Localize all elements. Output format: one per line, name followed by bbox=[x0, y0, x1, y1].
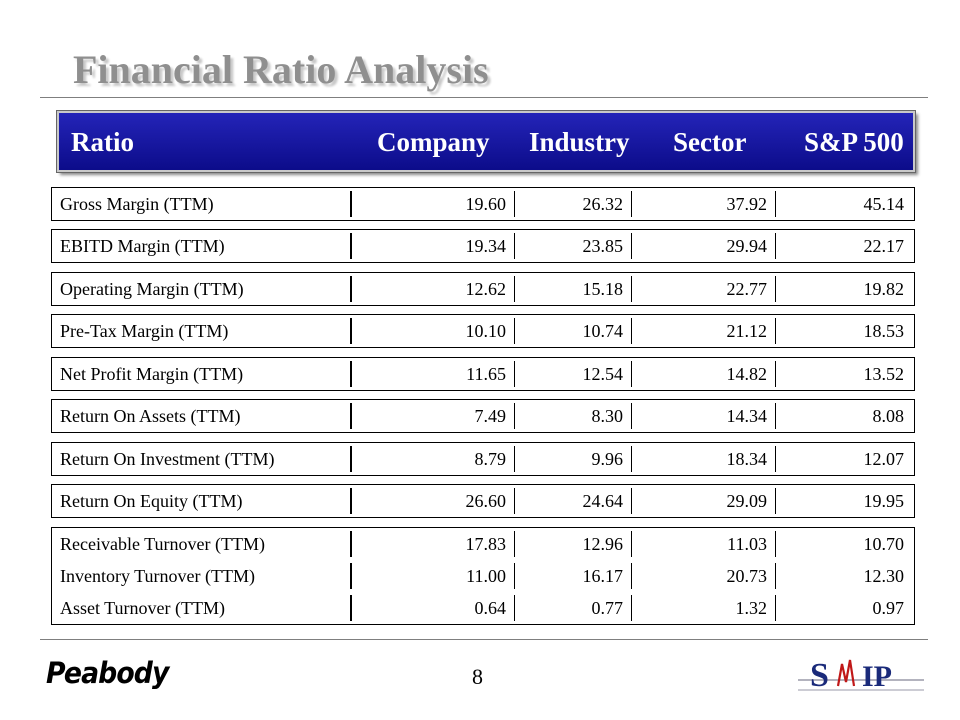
industry-value: 0.77 bbox=[515, 595, 632, 621]
ratio-label: Asset Turnover (TTM) bbox=[56, 595, 352, 621]
ratio-label: Return On Assets (TTM) bbox=[56, 403, 352, 429]
sp500-value: 19.95 bbox=[863, 491, 905, 511]
table-row: Inventory Turnover (TTM) 11.00 16.17 20.… bbox=[52, 560, 914, 592]
sp500-value: 22.17 bbox=[863, 236, 905, 256]
company-value: 7.49 bbox=[352, 403, 515, 429]
ratio-label: Return On Investment (TTM) bbox=[56, 446, 352, 472]
table-row-group: Return On Equity (TTM) 26.60 24.64 29.09… bbox=[51, 484, 915, 518]
sp500-value: 13.52 bbox=[863, 364, 905, 384]
bottom-divider bbox=[40, 639, 928, 640]
industry-value: 12.54 bbox=[515, 361, 632, 387]
ratio-label: Return On Equity (TTM) bbox=[56, 488, 352, 514]
industry-value: 12.96 bbox=[515, 531, 632, 557]
table-row: EBITD Margin (TTM) 19.34 23.85 29.94 22.… bbox=[52, 230, 914, 262]
sector-value: 22.77 bbox=[632, 276, 776, 302]
sector-value: 29.94 bbox=[632, 233, 776, 259]
peabody-logo: Peabody bbox=[46, 656, 169, 690]
company-value: 17.83 bbox=[352, 531, 515, 557]
table-row: Operating Margin (TTM) 12.62 15.18 22.77… bbox=[52, 273, 914, 305]
sector-value: 21.12 bbox=[632, 318, 776, 344]
table-row: Return On Equity (TTM) 26.60 24.64 29.09… bbox=[52, 485, 914, 517]
sp500-value: 12.07 bbox=[863, 449, 905, 469]
ratio-label: EBITD Margin (TTM) bbox=[56, 233, 352, 259]
header-ratio: Ratio bbox=[71, 127, 134, 157]
sp500-value: 10.70 bbox=[863, 534, 905, 554]
sp500-value: 19.82 bbox=[863, 279, 905, 299]
company-value: 19.34 bbox=[352, 233, 515, 259]
company-value: 19.60 bbox=[352, 191, 515, 217]
table-row-group: Receivable Turnover (TTM) 17.83 12.96 11… bbox=[51, 527, 915, 625]
company-value: 26.60 bbox=[352, 488, 515, 514]
company-value: 0.64 bbox=[352, 595, 515, 621]
sp500-value: 12.30 bbox=[863, 566, 905, 586]
page-number: 8 bbox=[472, 664, 483, 689]
company-value: 11.65 bbox=[352, 361, 515, 387]
table-row-group: Return On Assets (TTM) 7.49 8.30 14.34 8… bbox=[51, 399, 915, 433]
industry-value: 10.74 bbox=[515, 318, 632, 344]
table-row-group: Net Profit Margin (TTM) 11.65 12.54 14.8… bbox=[51, 357, 915, 391]
industry-value: 15.18 bbox=[515, 276, 632, 302]
sector-value: 11.03 bbox=[632, 531, 776, 557]
sector-value: 37.92 bbox=[632, 191, 776, 217]
ratio-label: Inventory Turnover (TTM) bbox=[56, 563, 352, 589]
sector-value: 14.82 bbox=[632, 361, 776, 387]
ratio-label: Gross Margin (TTM) bbox=[56, 191, 352, 217]
company-value: 12.62 bbox=[352, 276, 515, 302]
smip-logo-ip: IP bbox=[862, 660, 892, 693]
industry-value: 24.64 bbox=[515, 488, 632, 514]
table-row-group: EBITD Margin (TTM) 19.34 23.85 29.94 22.… bbox=[51, 229, 915, 263]
sp500-value: 8.08 bbox=[872, 406, 905, 426]
sector-value: 29.09 bbox=[632, 488, 776, 514]
table-row-group: Return On Investment (TTM) 8.79 9.96 18.… bbox=[51, 442, 915, 476]
sector-value: 20.73 bbox=[632, 563, 776, 589]
ratio-label: Receivable Turnover (TTM) bbox=[56, 531, 352, 557]
header-company: Company bbox=[377, 127, 490, 157]
industry-value: 26.32 bbox=[515, 191, 632, 217]
table-row: Receivable Turnover (TTM) 17.83 12.96 11… bbox=[52, 528, 914, 560]
industry-value: 23.85 bbox=[515, 233, 632, 259]
sp500-value: 45.14 bbox=[863, 194, 905, 214]
smip-logo: S IP bbox=[798, 657, 924, 694]
table-row: Asset Turnover (TTM) 0.64 0.77 1.32 0.97 bbox=[52, 592, 914, 624]
header-sector: Sector bbox=[673, 127, 747, 157]
table-row-group: Operating Margin (TTM) 12.62 15.18 22.77… bbox=[51, 272, 915, 306]
sp500-value: 18.53 bbox=[863, 321, 905, 341]
table-row: Pre-Tax Margin (TTM) 10.10 10.74 21.12 1… bbox=[52, 315, 914, 347]
table-row: Return On Assets (TTM) 7.49 8.30 14.34 8… bbox=[52, 400, 914, 432]
sector-value: 1.32 bbox=[632, 595, 776, 621]
table-row-group: Gross Margin (TTM) 19.60 26.32 37.92 45.… bbox=[51, 187, 915, 221]
table-row: Return On Investment (TTM) 8.79 9.96 18.… bbox=[52, 443, 914, 475]
sector-value: 18.34 bbox=[632, 446, 776, 472]
company-value: 8.79 bbox=[352, 446, 515, 472]
sp500-value: 0.97 bbox=[872, 598, 905, 618]
smip-logo-s: S bbox=[810, 657, 829, 694]
ratio-label: Net Profit Margin (TTM) bbox=[56, 361, 352, 387]
header-industry: Industry bbox=[529, 127, 630, 157]
table-header: Ratio Company Industry Sector S&P 500 bbox=[57, 111, 915, 172]
ratio-label: Pre-Tax Margin (TTM) bbox=[56, 318, 352, 344]
table-row: Gross Margin (TTM) 19.60 26.32 37.92 45.… bbox=[52, 188, 914, 220]
industry-value: 9.96 bbox=[515, 446, 632, 472]
industry-value: 16.17 bbox=[515, 563, 632, 589]
table-row-group: Pre-Tax Margin (TTM) 10.10 10.74 21.12 1… bbox=[51, 314, 915, 348]
top-divider bbox=[40, 97, 928, 98]
company-value: 11.00 bbox=[352, 563, 515, 589]
ratio-label: Operating Margin (TTM) bbox=[56, 276, 352, 302]
industry-value: 8.30 bbox=[515, 403, 632, 429]
sector-value: 14.34 bbox=[632, 403, 776, 429]
slide-title: Financial Ratio Analysis bbox=[73, 47, 489, 92]
company-value: 10.10 bbox=[352, 318, 515, 344]
header-sp500: S&P 500 bbox=[804, 127, 904, 157]
table-row: Net Profit Margin (TTM) 11.65 12.54 14.8… bbox=[52, 358, 914, 390]
